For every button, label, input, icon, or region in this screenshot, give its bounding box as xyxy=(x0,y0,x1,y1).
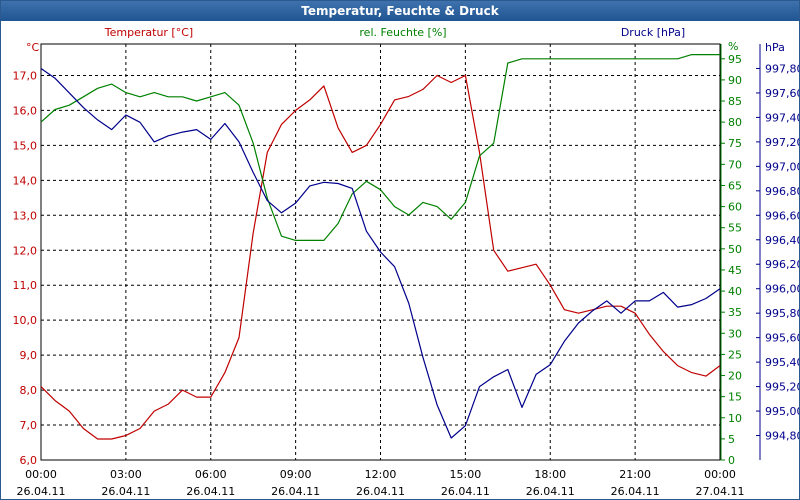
y-left-tick-label: 15,0 xyxy=(13,139,38,152)
y-left-tick-label: 13,0 xyxy=(13,209,38,222)
y-left-tick-label: 14,0 xyxy=(13,174,38,187)
y-middle-tick-label: 65 xyxy=(728,179,742,192)
x-tick-label: 18:00 xyxy=(534,468,566,481)
x-date-label: 26.04.11 xyxy=(356,485,405,498)
y-left-tick-label: 9,0 xyxy=(20,349,38,362)
x-date-label: 26.04.11 xyxy=(271,485,320,498)
y-right-tick-label: 996,80 xyxy=(765,185,799,198)
x-date-label: 26.04.11 xyxy=(611,485,660,498)
x-tick-label: 00:00 xyxy=(704,468,736,481)
y-right-tick-label: 997,20 xyxy=(765,136,799,149)
chart-title: Temperatur, Feuchte & Druck xyxy=(1,1,799,21)
y-middle-tick-label: 80 xyxy=(728,116,742,129)
y-left-tick-label: 10,0 xyxy=(13,314,38,327)
y-left-tick-label: 16,0 xyxy=(13,104,38,117)
y-left-tick-label: 8,0 xyxy=(20,384,38,397)
y-right-tick-label: 995,20 xyxy=(765,381,799,394)
series-line-left xyxy=(40,74,721,440)
y-right-tick-label: 996,00 xyxy=(765,283,799,296)
y-right-tick-label: 997,40 xyxy=(765,111,799,124)
y-middle-tick-label: 10 xyxy=(728,412,742,425)
y-right-tick-label: 996,20 xyxy=(765,258,799,271)
x-date-label: 26.04.11 xyxy=(441,485,490,498)
x-tick-label: 00:00 xyxy=(25,468,57,481)
y-left-tick-label: 7,0 xyxy=(20,419,38,432)
y-right-tick-label: 996,40 xyxy=(765,234,799,247)
x-tick-label: 03:00 xyxy=(110,468,142,481)
y-right-tick-label: 997,60 xyxy=(765,87,799,100)
y-right-tick-label: 995,00 xyxy=(765,405,799,418)
y-middle-tick-label: 70 xyxy=(728,158,742,171)
x-tick-label: 09:00 xyxy=(280,468,312,481)
y-middle-tick-label: 95 xyxy=(728,53,742,66)
y-right-tick-label: 995,60 xyxy=(765,332,799,345)
y-right-tick-label: 997,80 xyxy=(765,62,799,75)
y-right-tick-label: 996,60 xyxy=(765,209,799,222)
y-left-tick-label: 12,0 xyxy=(13,244,38,257)
y-middle-tick-label: 45 xyxy=(728,264,742,277)
y-right-tick-label: 994,80 xyxy=(765,430,799,443)
y-middle-tick-label: 60 xyxy=(728,201,742,214)
y-middle-tick-label: 5 xyxy=(728,433,735,446)
y-right-unit: hPa xyxy=(765,41,785,54)
legend-label-left: Temperatur [°C] xyxy=(104,26,193,39)
x-date-label: 26.04.11 xyxy=(186,485,235,498)
y-middle-unit: % xyxy=(728,40,738,53)
y-middle-tick-label: 15 xyxy=(728,391,742,404)
y-middle-tick-label: 75 xyxy=(728,137,742,150)
y-left-tick-label: 6,0 xyxy=(20,454,38,467)
y-right-tick-label: 995,80 xyxy=(765,307,799,320)
y-middle-tick-label: 90 xyxy=(728,74,742,87)
y-left-tick-label: 17,0 xyxy=(13,69,38,82)
y-middle-tick-label: 20 xyxy=(728,370,742,383)
legend-label-right: Druck [hPa] xyxy=(621,26,685,39)
series-line-right xyxy=(40,68,721,439)
y-middle-tick-label: 55 xyxy=(728,222,742,235)
chart-canvas: 6,0 7,0 8,0 9,0 10,0 11,0 12,0 13,0 14,0 15,0 16,0… xyxy=(13,26,800,498)
x-date-label: 26.04.11 xyxy=(101,485,150,498)
y-middle-tick-label: 35 xyxy=(728,306,742,319)
y-right-tick-label: 995,40 xyxy=(765,356,799,369)
x-tick-label: 06:00 xyxy=(195,468,227,481)
y-right-tick-label: 997,00 xyxy=(765,160,799,173)
y-middle-tick-label: 50 xyxy=(728,243,742,256)
x-date-label: 27.04.11 xyxy=(696,485,745,498)
y-left-tick-label: 11,0 xyxy=(13,279,38,292)
y-left-unit: °C xyxy=(26,41,40,54)
legend-label-middle: rel. Feuchte [%] xyxy=(359,26,446,39)
y-middle-tick-label: 40 xyxy=(728,285,742,298)
y-middle-tick-label: 30 xyxy=(728,327,742,340)
y-middle-tick-label: 85 xyxy=(728,95,742,108)
y-middle-tick-label: 0 xyxy=(728,454,735,467)
y-middle-tick-label: 25 xyxy=(728,348,742,361)
x-date-label: 26.04.11 xyxy=(526,485,575,498)
series-line-middle xyxy=(40,53,720,241)
x-date-label: 26.04.11 xyxy=(17,485,66,498)
x-tick-label: 12:00 xyxy=(365,468,397,481)
x-tick-label: 21:00 xyxy=(619,468,651,481)
x-tick-label: 15:00 xyxy=(450,468,482,481)
